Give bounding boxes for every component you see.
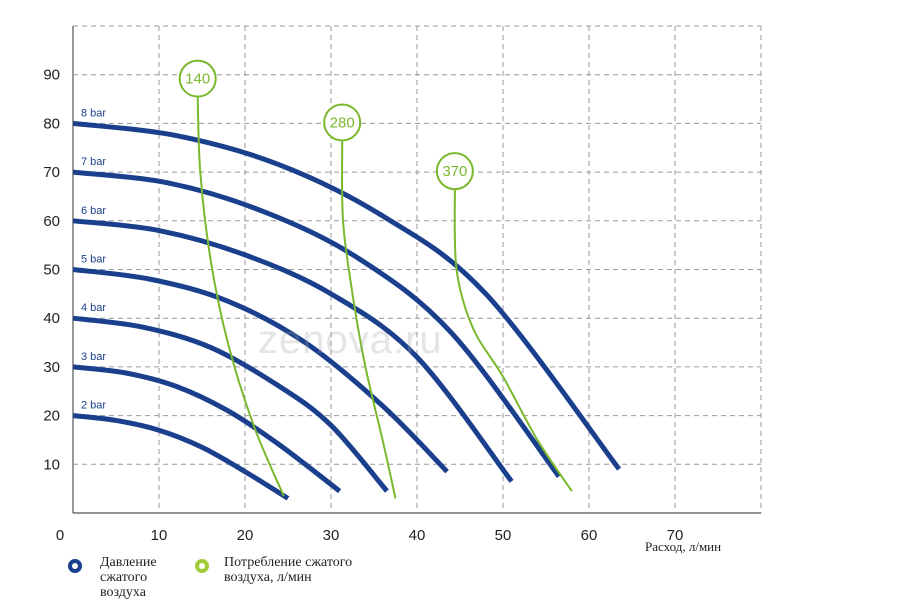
air-curve-badge	[178, 59, 217, 98]
grid	[72, 25, 762, 514]
pressure-curve-label: 6 bar	[81, 205, 106, 217]
pressure-curve-5-bar	[72, 267, 449, 474]
y-tick-label: 20	[43, 408, 60, 425]
y-tick-label: 60	[43, 213, 60, 230]
pressure-curve-label: 4 bar	[81, 302, 106, 314]
x-tick-label: 20	[237, 527, 254, 544]
air-curve-badge	[323, 103, 362, 142]
y-tick-label: 70	[43, 164, 60, 181]
pressure-curve-8-bar	[72, 120, 622, 471]
pressure-curve-4-bar	[72, 315, 389, 493]
y-tick-label: 40	[43, 310, 60, 327]
pressure-legend-label: Давление сжатого воздуха	[100, 555, 157, 600]
pressure-curve-label: 5 bar	[81, 254, 106, 266]
y-tick-label: 30	[43, 359, 60, 376]
x-tick-label: 70	[667, 527, 684, 544]
x-axis-label: Расход, л/мин	[645, 539, 721, 554]
pressure-curve-label: 8 bar	[81, 107, 106, 119]
air-consumption-curves: 140 280 370	[178, 59, 573, 499]
pressure-curve-label: 7 bar	[81, 156, 106, 168]
pressure-curves: 2 bar 3 bar 4 bar 5 bar 6 bar 7 bar 8 bar	[72, 107, 622, 501]
air-curve-280	[341, 140, 397, 499]
axis-ticks: 0 10 20 30 40 50 60 70 10 20 30 40 50 60 70 80 90	[43, 67, 683, 544]
x-tick-label: 0	[56, 527, 64, 544]
air-curve-label: 280	[330, 114, 355, 131]
air-curve-370	[453, 189, 573, 492]
y-tick-label: 80	[43, 115, 60, 132]
pressure-curve-6-bar	[72, 218, 514, 483]
air-curve-140	[196, 96, 285, 497]
x-tick-label: 40	[409, 527, 426, 544]
pressure-curve-3-bar	[72, 364, 342, 494]
y-tick-label: 50	[43, 262, 60, 279]
y-tick-label: 90	[43, 67, 60, 84]
y-tick-label: 10	[43, 456, 60, 473]
pressure-curve-label: 3 bar	[81, 351, 106, 363]
x-tick-label: 60	[581, 527, 598, 544]
air-curve-label: 370	[442, 163, 467, 180]
air-curve-label: 140	[185, 71, 210, 88]
air-legend-icon	[195, 559, 209, 573]
x-tick-label: 30	[323, 527, 340, 544]
pressure-legend-icon	[68, 559, 82, 573]
air-curve-badge	[435, 152, 474, 191]
x-tick-label: 50	[495, 527, 512, 544]
pressure-curve-2-bar	[72, 413, 290, 501]
pressure-curve-7-bar	[72, 169, 561, 478]
watermark: zenova.ru	[258, 318, 443, 362]
pressure-curve-label: 2 bar	[81, 400, 106, 412]
x-tick-label: 10	[151, 527, 168, 544]
air-legend-label: Потребление сжатого воздуха, л/мин	[224, 555, 353, 585]
